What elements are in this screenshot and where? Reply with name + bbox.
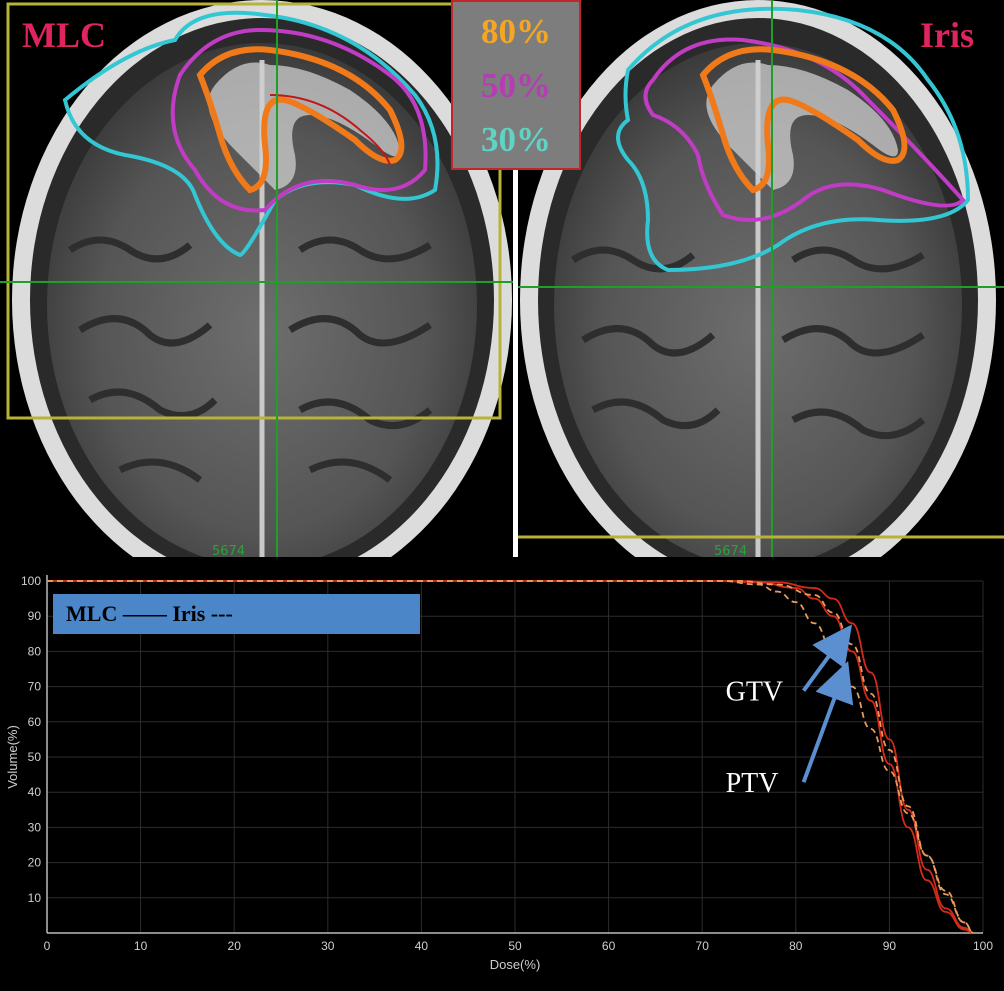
y-tick-label: 100 (21, 574, 41, 588)
x-tick-label: 40 (415, 939, 429, 953)
y-tick-label: 80 (28, 644, 42, 658)
isodose-80-contour (699, 46, 908, 194)
x-tick-label: 90 (883, 939, 897, 953)
x-tick-label: 60 (602, 939, 616, 953)
y-tick-label: 30 (28, 820, 42, 834)
y-tick-label: 60 (28, 715, 42, 729)
x-tick-label: 20 (228, 939, 242, 953)
legend-50: 50% (481, 66, 551, 105)
arrow-ptv (801, 661, 854, 783)
annotation-gtv: GTV (726, 677, 784, 708)
dvh-plot: 0 10 20 30 40 50 60 70 80 90 100 10 20 30 40 50 60 70 80 90… (5, 574, 993, 972)
isodose-30-contour (616, 6, 971, 273)
y-tick-label: 20 (28, 856, 42, 870)
x-tick-label: 80 (789, 939, 803, 953)
mri-image-iris: 5674 (518, 0, 1004, 557)
scan-label: 5674 (212, 544, 245, 557)
arrow-gtv (801, 624, 853, 692)
x-axis-label: Dose(%) (490, 957, 541, 972)
x-tick-label: 30 (321, 939, 335, 953)
y-tick-label: 10 (28, 891, 42, 905)
legend-80: 80% (481, 12, 551, 51)
sulci (68, 236, 433, 483)
panel-title-mlc: MLC (22, 15, 106, 55)
x-tick-label: 100 (973, 939, 993, 953)
isodose-legend: 80% 50% 30% (451, 0, 581, 170)
lesion (706, 62, 898, 190)
x-tick-label: 70 (696, 939, 710, 953)
x-tick-label: 50 (508, 939, 522, 953)
dvh-chart: 0 10 20 30 40 50 60 70 80 90 100 10 20 30 40 50 60 70 80 90… (0, 557, 1004, 991)
mri-panel-mlc: 5674 MLC (0, 0, 513, 557)
y-tick-label: 90 (28, 609, 42, 623)
scan-label: 5674 (714, 544, 747, 557)
gtv-contour (269, 94, 391, 166)
y-tick-label: 50 (28, 750, 42, 764)
x-tick-label: 10 (134, 939, 148, 953)
mri-panel-iris: 5674 Iris (518, 0, 1004, 557)
isodose-30-contour (62, 10, 440, 258)
legend-text: MLC —— Iris --- (66, 601, 233, 626)
y-axis-label: Volume(%) (5, 725, 20, 789)
x-tick-label: 0 (44, 939, 51, 953)
annotation-ptv: PTV (726, 768, 779, 799)
field-frame (6, 2, 502, 420)
legend-banner (53, 594, 420, 634)
lesion (208, 62, 400, 190)
legend-30: 30% (481, 120, 551, 159)
y-tick-label: 70 (28, 680, 42, 694)
isodose-80-contour (196, 46, 405, 194)
mri-image-mlc: 5674 (0, 0, 513, 557)
panel-title-iris: Iris (920, 15, 974, 55)
y-tick-label: 40 (28, 785, 42, 799)
sulci (571, 246, 926, 440)
isodose-50-contour (170, 27, 428, 213)
